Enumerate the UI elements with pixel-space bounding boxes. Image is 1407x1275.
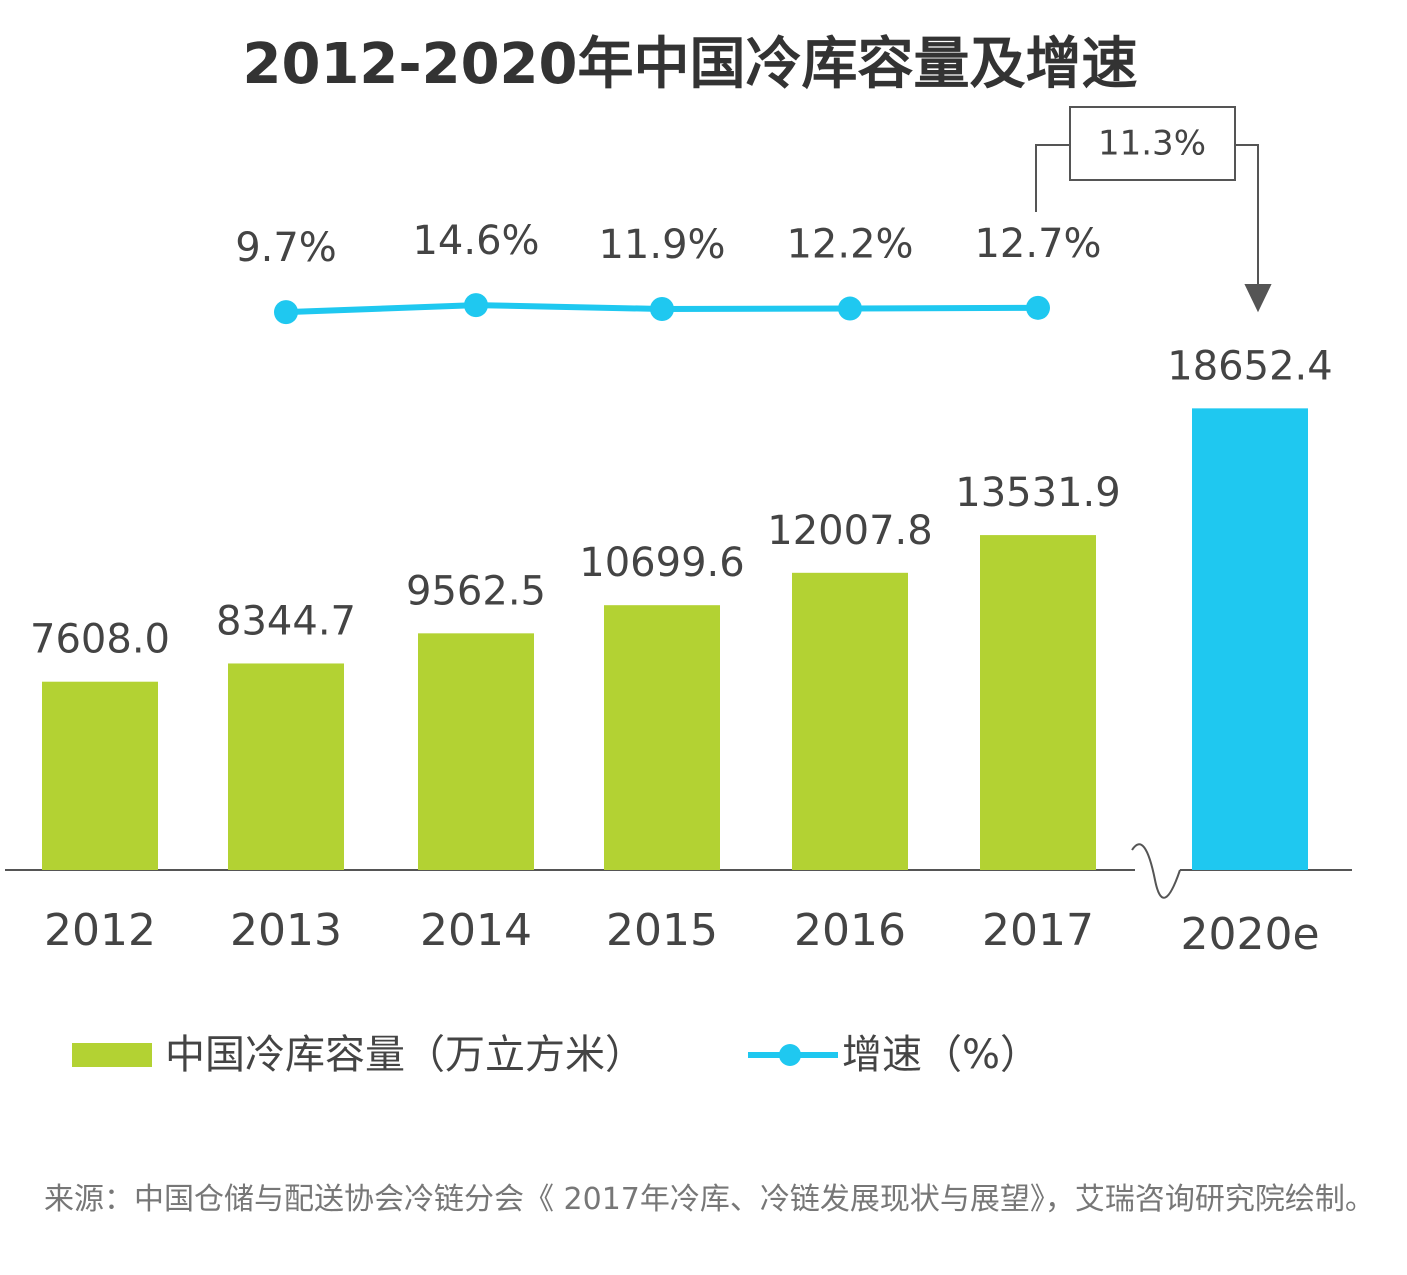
data-label: 14.6% (412, 218, 539, 264)
bar (792, 572, 908, 870)
chart-title: 2012-2020年中国冷库容量及增速 (243, 32, 1138, 97)
data-label: 7608.0 (30, 617, 170, 663)
axis-break (1131, 843, 1181, 899)
legend-swatch (72, 1043, 152, 1067)
x-tick-label: 2014 (420, 905, 532, 956)
line-point (274, 300, 298, 325)
data-label: 10699.6 (579, 540, 744, 586)
bar (42, 681, 158, 870)
data-label: 12.2% (786, 222, 913, 268)
legend-label: 中国冷库容量（万立方米） (165, 1032, 645, 1078)
x-tick-label: 2012 (44, 905, 156, 956)
x-tick-label: 2020e (1180, 909, 1319, 960)
data-label: 12.7% (974, 221, 1101, 267)
bar (228, 663, 344, 870)
data-label: 18652.4 (1167, 343, 1332, 389)
line-point (650, 296, 674, 321)
data-label: 13531.9 (955, 470, 1120, 516)
data-label: 11.9% (598, 222, 725, 268)
annotation: 11.3% (1098, 124, 1206, 164)
line-point (464, 293, 488, 318)
line-point (838, 296, 862, 321)
x-tick-label: 2013 (230, 905, 342, 956)
legend-label: 增速（%） (842, 1032, 1040, 1078)
x-tick-label: 2015 (606, 905, 718, 956)
bar (604, 605, 720, 870)
legend-swatch (779, 1044, 801, 1066)
annotation-box (1035, 106, 1272, 313)
source: 来源：中国仓储与配送协会冷链分会《 2017年冷库、冷链发展现状与展望》，艾瑞咨… (44, 1182, 1375, 1217)
x-tick-label: 2017 (982, 905, 1094, 956)
bar (1192, 408, 1308, 870)
bar (980, 535, 1096, 870)
x-tick-label: 2016 (794, 905, 906, 956)
line-point (1026, 295, 1050, 320)
data-label: 12007.8 (767, 508, 932, 554)
data-label: 8344.7 (216, 598, 356, 644)
data-label: 9562.5 (406, 568, 546, 614)
data-label: 9.7% (235, 225, 337, 271)
bar (418, 633, 534, 870)
